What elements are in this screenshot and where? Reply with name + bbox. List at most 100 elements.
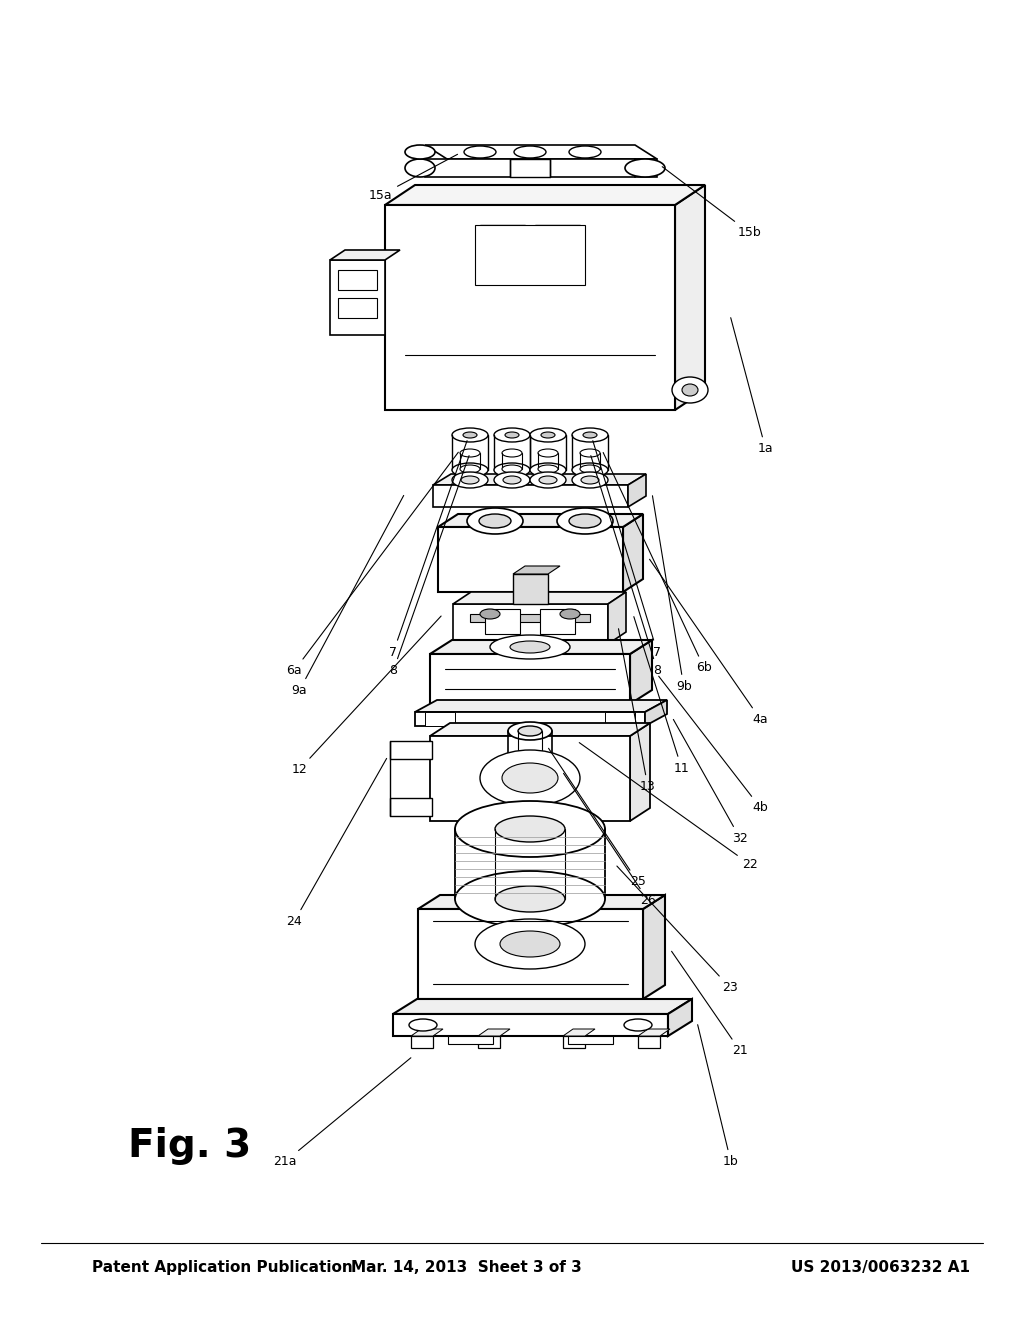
Bar [415, 711, 645, 726]
Text: 32: 32 [674, 719, 748, 845]
Ellipse shape [514, 147, 546, 158]
Polygon shape [630, 723, 650, 821]
Ellipse shape [505, 432, 519, 438]
Bar [433, 484, 628, 507]
Polygon shape [628, 474, 646, 507]
Polygon shape [425, 145, 657, 158]
Ellipse shape [479, 513, 511, 528]
Text: 9a: 9a [292, 495, 403, 697]
Bar [430, 737, 630, 821]
Ellipse shape [569, 147, 601, 158]
Ellipse shape [452, 473, 488, 488]
Bar [485, 609, 520, 634]
Ellipse shape [455, 801, 605, 857]
Polygon shape [675, 185, 705, 411]
Polygon shape [608, 591, 626, 644]
Ellipse shape [539, 477, 557, 484]
Ellipse shape [480, 609, 500, 619]
Text: 1a: 1a [731, 318, 773, 455]
Polygon shape [411, 1030, 443, 1036]
Polygon shape [513, 566, 560, 574]
Ellipse shape [495, 816, 565, 842]
Text: 15b: 15b [663, 166, 761, 239]
Text: 21a: 21a [273, 1057, 411, 1168]
Ellipse shape [569, 513, 601, 528]
Bar [535, 224, 580, 260]
Polygon shape [438, 513, 643, 527]
Bar [638, 1036, 660, 1048]
Bar [425, 158, 635, 177]
Ellipse shape [580, 449, 600, 457]
Bar [385, 205, 675, 411]
Ellipse shape [502, 465, 522, 473]
Ellipse shape [503, 477, 521, 484]
Text: 7: 7 [389, 441, 467, 659]
Polygon shape [668, 999, 692, 1036]
Ellipse shape [490, 635, 570, 659]
Bar [411, 1036, 433, 1048]
Bar [475, 224, 585, 285]
Polygon shape [330, 249, 400, 260]
Ellipse shape [508, 722, 552, 741]
Bar [513, 574, 548, 605]
Bar [338, 271, 377, 290]
Polygon shape [630, 640, 652, 704]
Text: 4b: 4b [658, 676, 768, 814]
Bar [330, 260, 385, 335]
Ellipse shape [494, 473, 530, 488]
Text: 4a: 4a [649, 560, 768, 726]
Polygon shape [430, 640, 652, 653]
Ellipse shape [538, 449, 558, 457]
Ellipse shape [455, 871, 605, 927]
Polygon shape [643, 895, 665, 999]
Text: 12: 12 [292, 616, 441, 776]
Polygon shape [478, 1030, 510, 1036]
Bar [478, 1036, 500, 1048]
Bar [568, 1036, 613, 1044]
Ellipse shape [682, 384, 698, 396]
Text: 22: 22 [580, 743, 758, 871]
Polygon shape [638, 1030, 670, 1036]
Ellipse shape [572, 428, 608, 442]
Text: Mar. 14, 2013  Sheet 3 of 3: Mar. 14, 2013 Sheet 3 of 3 [350, 1259, 582, 1275]
Polygon shape [430, 723, 650, 737]
Polygon shape [635, 158, 657, 177]
Ellipse shape [475, 919, 585, 969]
Ellipse shape [406, 145, 435, 158]
Polygon shape [433, 474, 646, 484]
Ellipse shape [580, 465, 600, 473]
Ellipse shape [557, 508, 613, 535]
Ellipse shape [502, 449, 522, 457]
Ellipse shape [510, 642, 550, 653]
Ellipse shape [502, 763, 558, 793]
Bar [393, 1014, 668, 1036]
Text: 8: 8 [389, 455, 469, 677]
Ellipse shape [500, 931, 560, 957]
Polygon shape [645, 700, 667, 726]
Text: 21: 21 [672, 952, 748, 1057]
Polygon shape [393, 999, 692, 1014]
Ellipse shape [495, 886, 565, 912]
Bar [510, 158, 550, 177]
Ellipse shape [530, 428, 566, 442]
Text: 11: 11 [634, 616, 689, 775]
Text: 25: 25 [549, 748, 646, 888]
Bar [390, 741, 432, 759]
Text: 9b: 9b [652, 496, 691, 693]
Bar [390, 799, 432, 816]
Polygon shape [453, 591, 626, 605]
Polygon shape [623, 513, 643, 591]
Bar [438, 527, 623, 591]
Ellipse shape [452, 463, 488, 477]
Text: 6b: 6b [603, 453, 712, 675]
Polygon shape [563, 1030, 595, 1036]
Text: Fig. 3: Fig. 3 [128, 1127, 251, 1164]
Ellipse shape [480, 750, 580, 807]
Ellipse shape [464, 147, 496, 158]
Ellipse shape [500, 752, 560, 779]
Text: 13: 13 [618, 628, 655, 793]
Ellipse shape [508, 756, 552, 775]
Text: 23: 23 [616, 866, 737, 994]
Polygon shape [415, 700, 667, 711]
Ellipse shape [538, 465, 558, 473]
